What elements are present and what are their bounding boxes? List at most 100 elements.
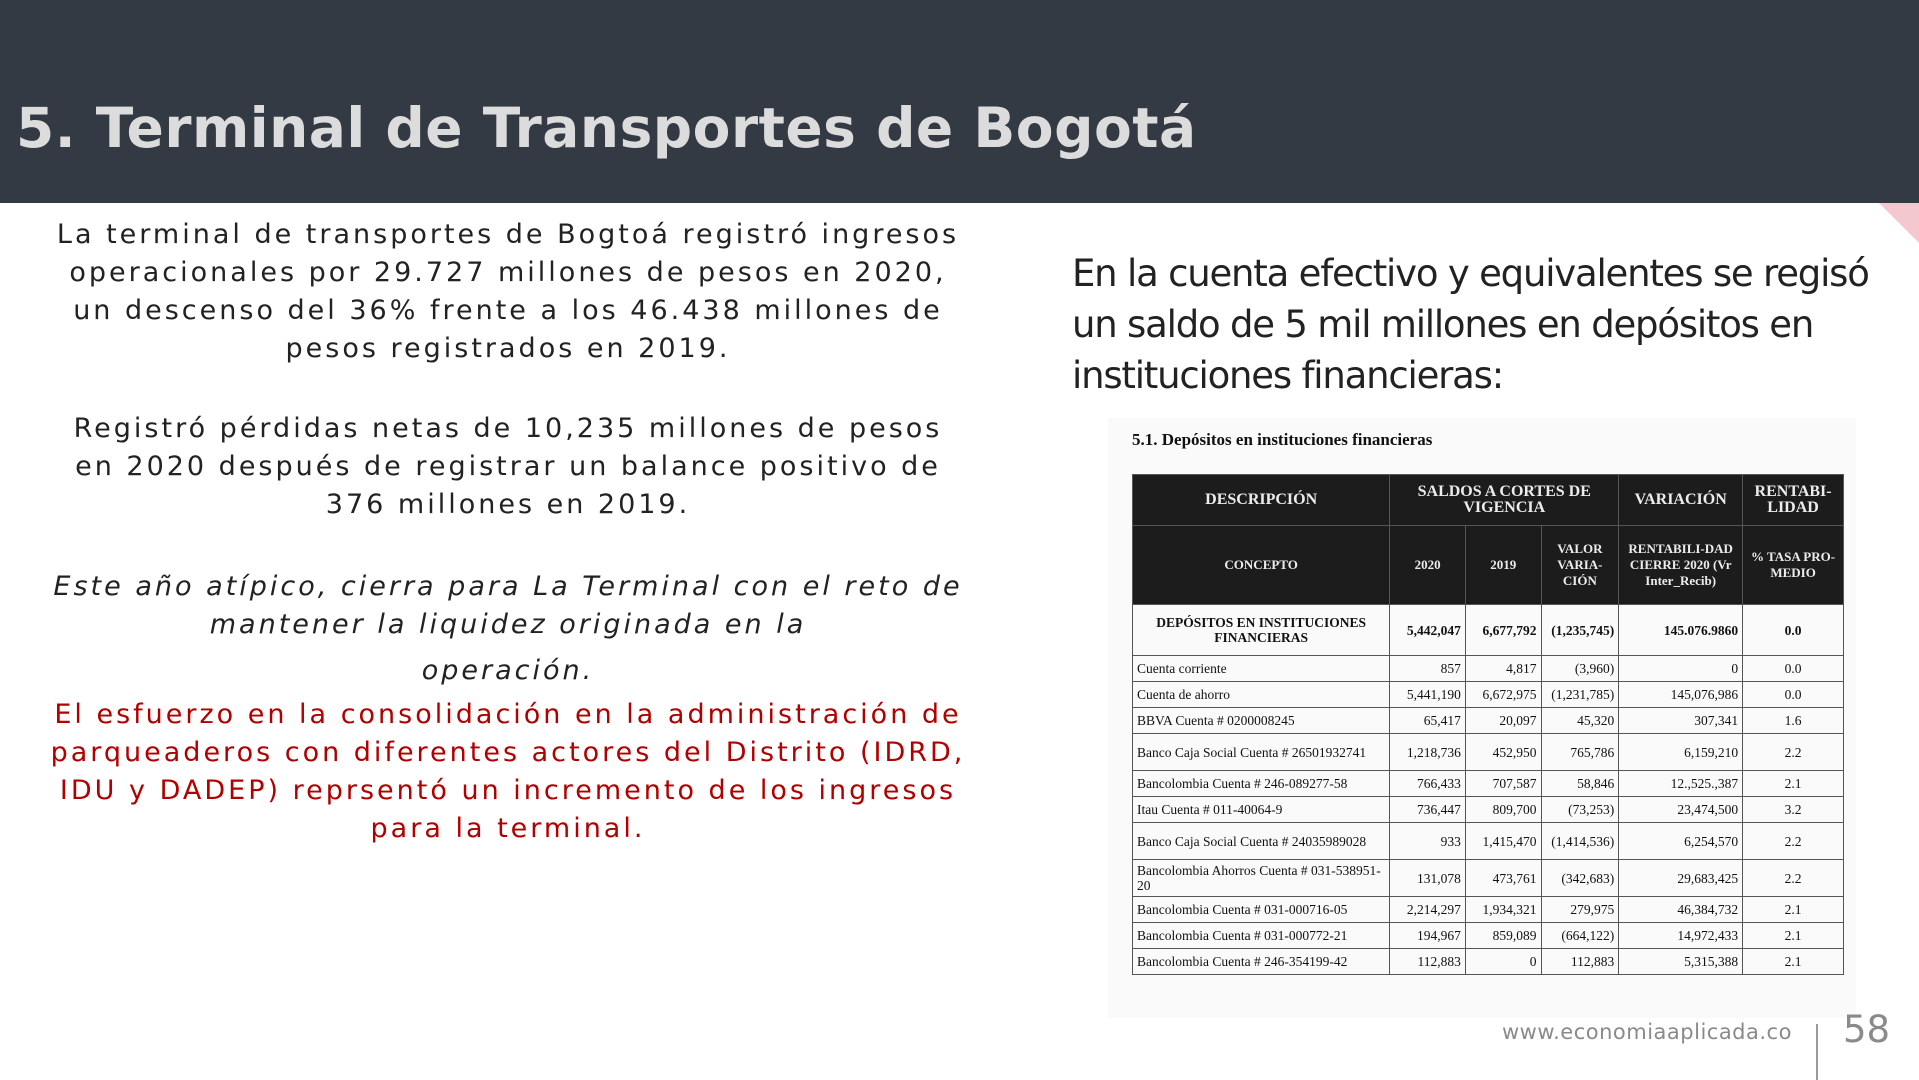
row-profitability: 6,159,210 — [1618, 733, 1744, 771]
header-avg-rate: % TASA PRO-MEDIO — [1742, 525, 1844, 605]
row-profitability: 6,254,570 — [1618, 822, 1744, 860]
row-rate: 2.1 — [1742, 922, 1844, 949]
row-concept: Bancolombia Ahorros Cuenta # 031-538951-… — [1131, 859, 1391, 897]
row-2020: 736,447 — [1389, 796, 1466, 823]
row-profitability: 145,076,986 — [1618, 681, 1744, 708]
total-concept: DEPÓSITOS EN INSTITUCIONES FINANCIERAS — [1131, 604, 1391, 656]
row-2020: 857 — [1389, 655, 1466, 682]
row-variation: 58,846 — [1540, 770, 1620, 797]
table-row: Banco Caja Social Cuenta # 24035989028 93… — [1131, 822, 1844, 860]
row-profitability: 12.,525.,387 — [1618, 770, 1744, 797]
row-rate: 2.1 — [1742, 948, 1844, 975]
row-variation: (664,122) — [1540, 922, 1620, 949]
table-row: Bancolombia Cuenta # 031-000772-21 194,96… — [1131, 922, 1844, 949]
total-profitability: 145.076.9860 — [1618, 604, 1744, 656]
row-2019: 1,934,321 — [1464, 896, 1542, 923]
row-variation: 112,883 — [1540, 948, 1620, 975]
table-row: Itau Cuenta # 011-40064-9 736,447 809,700(… — [1131, 796, 1844, 823]
row-2019: 859,089 — [1464, 922, 1542, 949]
row-rate: 2.2 — [1742, 859, 1844, 897]
header-variation: VARIACIÓN — [1618, 474, 1744, 526]
row-2020: 1,218,736 — [1389, 733, 1466, 771]
row-variation: 279,975 — [1540, 896, 1620, 923]
footer-divider — [1816, 1024, 1818, 1080]
row-variation: (1,414,536) — [1540, 822, 1620, 860]
header-concept: CONCEPTO — [1131, 525, 1391, 605]
outlook-paragraph: Este año atípico, cierra para La Termina… — [48, 568, 968, 690]
row-concept: Bancolombia Cuenta # 246-354199-42 — [1131, 948, 1391, 975]
table-row: Bancolombia Cuenta # 246-089277-58 766,43… — [1131, 770, 1844, 797]
total-2019: 6,677,792 — [1464, 604, 1542, 656]
row-profitability: 14,972,433 — [1618, 922, 1744, 949]
row-2019: 20,097 — [1464, 707, 1542, 734]
row-2019: 4,817 — [1464, 655, 1542, 682]
header-profitability: RENTABI-LIDAD — [1742, 474, 1844, 526]
row-profitability: 5,315,388 — [1618, 948, 1744, 975]
row-rate: 2.1 — [1742, 770, 1844, 797]
row-rate: 2.1 — [1742, 896, 1844, 923]
page-number: 58 — [1843, 1008, 1891, 1051]
row-variation: (342,683) — [1540, 859, 1620, 897]
table-row: Bancolombia Cuenta # 031-000716-05 2,214,… — [1131, 896, 1844, 923]
row-2019: 452,950 — [1464, 733, 1542, 771]
losses-paragraph: Registró pérdidas netas de 10,235 millon… — [73, 413, 943, 520]
table-row: BBVA Cuenta # 0200008245 65,417 20,097 45,3… — [1131, 707, 1844, 734]
outlook-line-1: Este año atípico, cierra para La Termina… — [53, 571, 963, 640]
row-rate: 3.2 — [1742, 796, 1844, 823]
table-row: Bancolombia Ahorros Cuenta # 031-538951-… — [1131, 859, 1844, 897]
header-variation-value: VALOR VARIA-CIÓN — [1540, 525, 1620, 605]
row-concept: Cuenta corriente — [1131, 655, 1391, 682]
header-description: DESCRIPCIÓN — [1131, 474, 1391, 526]
total-variation: (1,235,745) — [1540, 604, 1620, 656]
row-2020: 194,967 — [1389, 922, 1466, 949]
row-variation: (1,231,785) — [1540, 681, 1620, 708]
row-rate: 0.0 — [1742, 655, 1844, 682]
header-profit-close: RENTABILI-DAD CIERRE 2020 (Vr Inter_Reci… — [1618, 525, 1744, 605]
outlook-line-2: operación. — [421, 655, 595, 686]
table-row: Cuenta corriente 857 4,817 (3,960) 0 0.0 — [1131, 655, 1844, 682]
table-header-row-1: DESCRIPCIÓN SALDOS A CORTES DE VIGENCIA … — [1131, 474, 1844, 526]
row-variation: (73,253) — [1540, 796, 1620, 823]
table-title: 5.1. Depósitos en instituciones financie… — [1132, 430, 1433, 449]
row-2019: 473,761 — [1464, 859, 1542, 897]
table-row: Cuenta de ahorro 5,441,190 6,672,975 (1,231… — [1131, 681, 1844, 708]
row-profitability: 23,474,500 — [1618, 796, 1744, 823]
table-row: Bancolombia Cuenta # 246-354199-42 112,88… — [1131, 948, 1844, 975]
row-concept: Banco Caja Social Cuenta # 26501932741 — [1131, 733, 1391, 771]
row-2019: 0 — [1464, 948, 1542, 975]
row-concept: BBVA Cuenta # 0200008245 — [1131, 707, 1391, 734]
row-concept: Bancolombia Cuenta # 031-000716-05 — [1131, 896, 1391, 923]
row-variation: 45,320 — [1540, 707, 1620, 734]
cash-summary-text: En la cuenta efectivo y equivalentes se … — [1072, 252, 1870, 397]
row-concept: Itau Cuenta # 011-40064-9 — [1131, 796, 1391, 823]
total-2020: 5,442,047 — [1389, 604, 1466, 656]
row-concept: Bancolombia Cuenta # 246-089277-58 — [1131, 770, 1391, 797]
total-row: DEPÓSITOS EN INSTITUCIONES FINANCIERAS 5… — [1131, 604, 1844, 656]
header-2020: 2020 — [1389, 525, 1466, 605]
row-rate: 2.2 — [1742, 733, 1844, 771]
row-profitability: 29,683,425 — [1618, 859, 1744, 897]
row-2019: 6,672,975 — [1464, 681, 1542, 708]
corner-accent — [1879, 203, 1919, 243]
row-rate: 2.2 — [1742, 822, 1844, 860]
row-profitability: 307,341 — [1618, 707, 1744, 734]
row-profitability: 46,384,732 — [1618, 896, 1744, 923]
table-header-row-2: CONCEPTO 2020 2019 VALOR VARIA-CIÓN RENT… — [1131, 525, 1844, 605]
parking-paragraph: El esfuerzo en la consolidación en la ad… — [50, 699, 966, 844]
row-profitability: 0 — [1618, 655, 1744, 682]
row-2020: 112,883 — [1389, 948, 1466, 975]
row-concept: Banco Caja Social Cuenta # 24035989028 — [1131, 822, 1391, 860]
row-2019: 809,700 — [1464, 796, 1542, 823]
table-row: Banco Caja Social Cuenta # 26501932741 1,… — [1131, 733, 1844, 771]
row-2020: 933 — [1389, 822, 1466, 860]
row-2020: 766,433 — [1389, 770, 1466, 797]
row-2020: 65,417 — [1389, 707, 1466, 734]
deposits-table-image: 5.1. Depósitos en instituciones financie… — [1108, 418, 1856, 1018]
left-column: La terminal de transportes de Bogtoá reg… — [48, 216, 968, 848]
header-2019: 2019 — [1464, 525, 1542, 605]
row-variation: (3,960) — [1540, 655, 1620, 682]
row-concept: Bancolombia Cuenta # 031-000772-21 — [1131, 922, 1391, 949]
row-rate: 1.6 — [1742, 707, 1844, 734]
row-2019: 707,587 — [1464, 770, 1542, 797]
row-variation: 765,786 — [1540, 733, 1620, 771]
